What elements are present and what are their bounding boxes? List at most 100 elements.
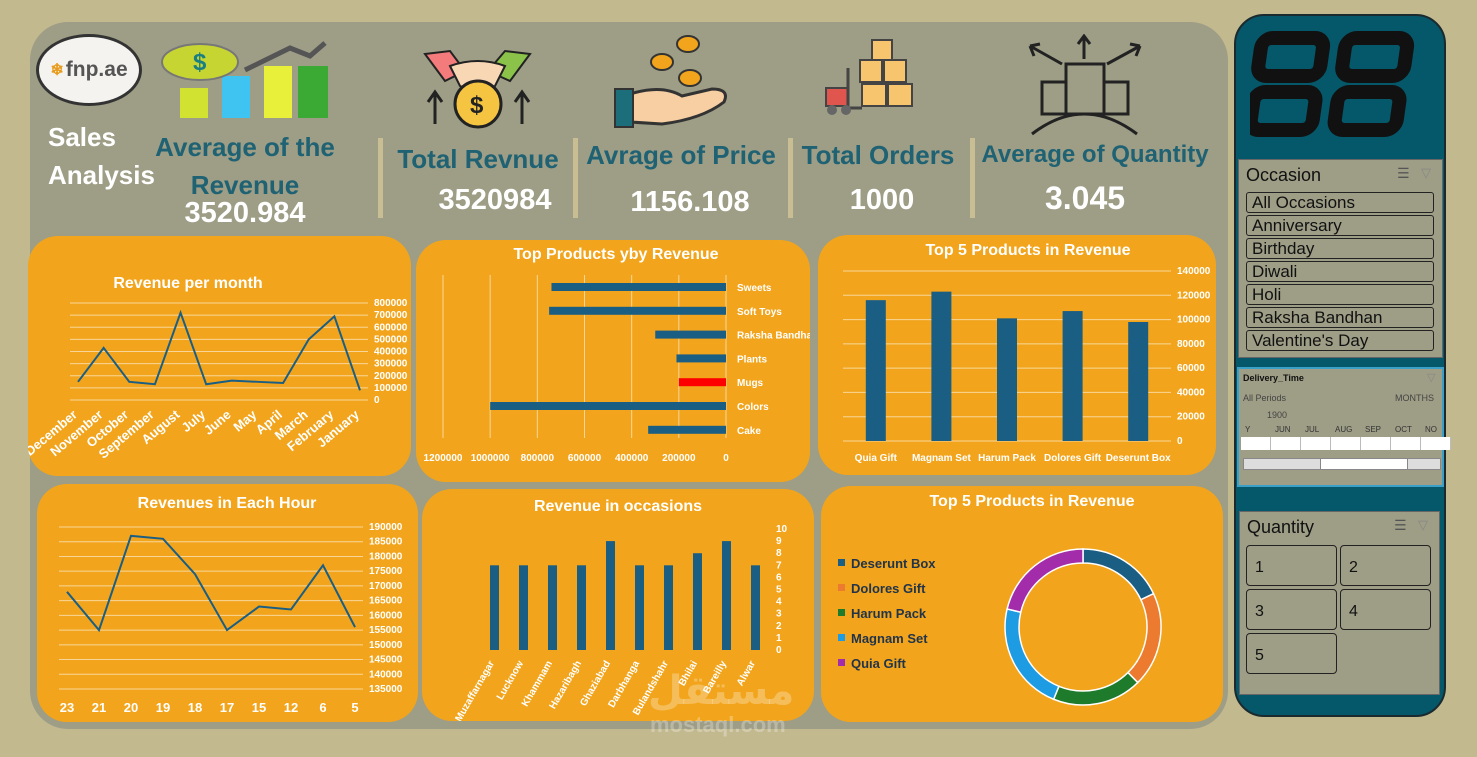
- x-tick-label: 19: [156, 700, 170, 715]
- y-tick-label: 500000: [374, 334, 408, 345]
- bar: [678, 378, 726, 387]
- bar: [1128, 322, 1149, 441]
- kpi-divider: [378, 138, 383, 218]
- y-tick-label: 155000: [369, 625, 403, 636]
- chart-top5-products-donut: Top 5 Products in Revenue Deserunt Box Dol…: [821, 486, 1223, 722]
- timeline-month-label: JUN: [1275, 425, 1291, 434]
- y-tick-label: 150000: [369, 640, 403, 651]
- timeline-scrollbar[interactable]: [1243, 458, 1441, 470]
- delivery-timeline-title: Delivery_Time: [1243, 373, 1304, 383]
- delivery-time-timeline: Delivery_Time ▽ All Periods MONTHS 1900 …: [1237, 367, 1451, 487]
- y-tick-label: 160000: [369, 610, 403, 621]
- chart-title: Top 5 Products in Revenue: [925, 242, 1130, 259]
- chart-title: Top Products yby Revenue: [513, 246, 718, 263]
- y-tick-label: 6: [776, 572, 782, 583]
- chart-title: Revenue per month: [113, 275, 262, 292]
- kpi-divider: [573, 138, 578, 218]
- quantity-item[interactable]: 4: [1340, 589, 1431, 630]
- x-tick-label: 6: [319, 700, 326, 715]
- quantity-item[interactable]: 2: [1340, 545, 1431, 586]
- x-tick-label: 0: [723, 453, 729, 464]
- bar: [997, 318, 1017, 441]
- timeline-month-cell[interactable]: [1331, 437, 1361, 450]
- clear-filter-icon[interactable]: ▽: [1421, 166, 1431, 181]
- y-tick-label: Sweets: [737, 283, 772, 294]
- occasion-item[interactable]: Valentine's Day: [1246, 330, 1434, 351]
- timeline-month-label: JUL: [1305, 425, 1320, 434]
- donut-slice: [1052, 671, 1139, 706]
- quantity-item[interactable]: 3: [1246, 589, 1337, 630]
- bar: [549, 306, 726, 315]
- timeline-unit-dropdown[interactable]: MONTHS: [1395, 393, 1434, 403]
- occasion-item[interactable]: Holi: [1246, 284, 1434, 305]
- clear-filter-icon[interactable]: ▽: [1427, 371, 1436, 384]
- timeline-month-cell[interactable]: [1361, 437, 1391, 450]
- fnp-logo: ❄ fnp.ae: [36, 34, 142, 106]
- occasion-slicer-title: Occasion: [1246, 165, 1322, 185]
- y-tick-label: 7: [776, 560, 782, 571]
- y-tick-label: 180000: [369, 551, 403, 562]
- occasion-item[interactable]: Diwali: [1246, 261, 1434, 282]
- occasion-slicer: Occasion ☰ ▽ All Occasions Anniversary B…: [1238, 159, 1443, 358]
- kpi-total-orders-title: Total Orders: [801, 140, 955, 170]
- y-tick-label: Colors: [737, 402, 769, 413]
- y-tick-label: 165000: [369, 596, 403, 607]
- legend-label: Deserunt Box: [851, 556, 936, 571]
- occasion-item[interactable]: All Occasions: [1246, 192, 1434, 213]
- x-tick-label: 600000: [568, 453, 602, 464]
- x-tick-label: 400000: [615, 453, 649, 464]
- timeline-month-cell[interactable]: [1391, 437, 1421, 450]
- occasion-item[interactable]: Raksha Bandhan: [1246, 307, 1434, 328]
- timeline-year: 1900: [1267, 410, 1288, 420]
- multi-select-icon[interactable]: ☰: [1397, 166, 1410, 182]
- timeline-scroll-thumb[interactable]: [1320, 459, 1408, 469]
- x-tick-label: 200000: [662, 453, 696, 464]
- legend-swatch: [838, 659, 845, 666]
- legend-swatch: [838, 609, 845, 616]
- bar: [865, 300, 886, 441]
- timeline-month-cell[interactable]: [1241, 437, 1271, 450]
- kpi-avg-quantity-value: 3.045: [1044, 180, 1126, 216]
- y-tick-label: 135000: [369, 684, 403, 695]
- legend-label: Harum Pack: [851, 606, 927, 621]
- timeline-month-cell[interactable]: [1421, 437, 1451, 450]
- y-tick-label: Soft Toys: [737, 307, 782, 318]
- x-tick-label: 20: [124, 700, 138, 715]
- timeline-month-cell[interactable]: [1271, 437, 1301, 450]
- x-tick-label: 21: [92, 700, 106, 715]
- y-tick-label: 60000: [1177, 363, 1205, 374]
- timeline-month-cell[interactable]: [1301, 437, 1331, 450]
- kpi-avg-price-title: Avrage of Price: [586, 140, 776, 170]
- x-tick-label: 5: [351, 700, 358, 715]
- legend-swatch: [838, 634, 845, 641]
- multi-select-icon[interactable]: ☰: [1394, 518, 1407, 534]
- timeline-month-label: SEP: [1365, 425, 1382, 434]
- bar: [931, 291, 952, 441]
- clear-filter-icon[interactable]: ▽: [1418, 518, 1428, 533]
- y-tick-label: 800000: [374, 298, 408, 309]
- occasion-item[interactable]: Anniversary: [1246, 215, 1434, 236]
- y-tick-label: 2: [776, 621, 782, 632]
- y-tick-label: 8: [776, 548, 782, 559]
- x-tick-label: 17: [220, 700, 234, 715]
- x-tick-label: Dolores Gift: [1044, 453, 1102, 464]
- legend-swatch: [838, 559, 845, 566]
- timeline-month-label: AUG: [1335, 425, 1353, 434]
- occasion-item[interactable]: Birthday: [1246, 238, 1434, 259]
- bar: [519, 565, 528, 650]
- donut-slice: [1126, 592, 1162, 684]
- quantity-item[interactable]: 1: [1246, 545, 1337, 586]
- bar: [1062, 311, 1083, 441]
- donut-slice: [1082, 548, 1155, 601]
- y-tick-label: 170000: [369, 581, 403, 592]
- kpi-avg-revenue-value: 3520.984: [184, 197, 306, 229]
- series-line: [77, 309, 361, 391]
- bar: [635, 565, 644, 650]
- y-tick-label: 10: [776, 524, 788, 535]
- bar: [751, 565, 760, 650]
- y-tick-label: 300000: [374, 359, 408, 370]
- y-tick-label: 0: [374, 395, 380, 406]
- y-tick-label: Raksha Bandhan: [737, 331, 810, 342]
- quantity-item[interactable]: 5: [1246, 633, 1337, 674]
- watermark-latin: mostaql.com: [650, 712, 786, 737]
